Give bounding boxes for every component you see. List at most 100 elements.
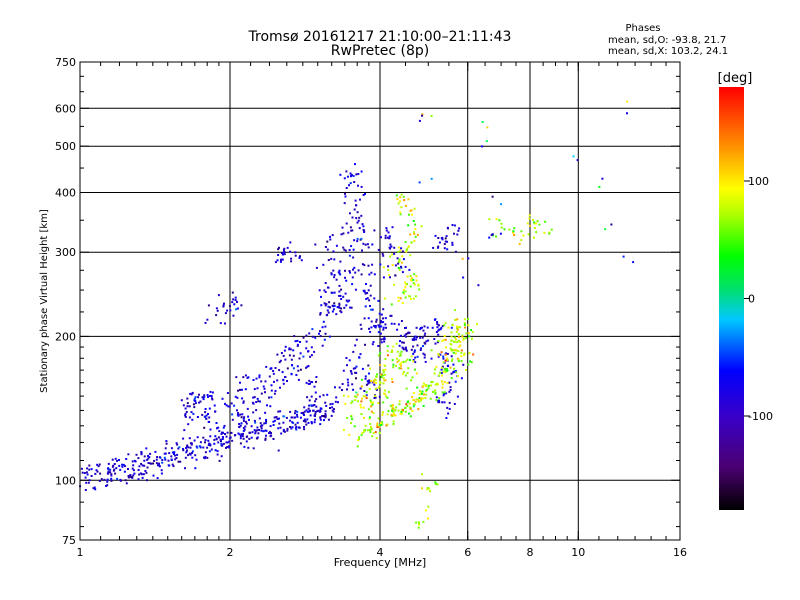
- data-point: [351, 276, 354, 279]
- data-point: [460, 349, 463, 352]
- data-point: [355, 338, 358, 341]
- data-point: [188, 416, 191, 419]
- data-point: [418, 523, 421, 526]
- data-point: [465, 332, 468, 335]
- data-point: [435, 399, 438, 402]
- data-point: [550, 228, 553, 231]
- data-point: [444, 322, 447, 325]
- data-point: [206, 456, 209, 459]
- data-point: [424, 360, 427, 363]
- data-point: [369, 305, 371, 307]
- data-point: [394, 408, 397, 411]
- data-point: [353, 425, 356, 428]
- data-point: [86, 473, 89, 476]
- data-point: [279, 410, 282, 413]
- data-point: [256, 387, 259, 390]
- data-point: [380, 313, 383, 316]
- data-point: [418, 393, 421, 396]
- data-point: [401, 341, 404, 344]
- data-point: [310, 404, 313, 407]
- data-point: [369, 294, 372, 297]
- data-point: [418, 397, 421, 399]
- data-point: [182, 437, 185, 440]
- data-point: [142, 473, 145, 476]
- data-point: [401, 250, 404, 253]
- data-point: [307, 383, 310, 385]
- data-point: [307, 421, 310, 424]
- data-point: [467, 257, 470, 260]
- data-point: [400, 350, 403, 353]
- data-point: [182, 404, 185, 407]
- data-point: [88, 479, 91, 482]
- data-point: [264, 380, 267, 383]
- data-point: [367, 364, 370, 367]
- data-point: [303, 414, 305, 416]
- data-point: [154, 450, 157, 453]
- data-point: [234, 395, 237, 398]
- data-point: [305, 381, 308, 384]
- data-point: [389, 276, 391, 279]
- data-point: [395, 357, 398, 360]
- data-point: [308, 399, 311, 402]
- data-point: [412, 352, 415, 355]
- data-point: [353, 395, 356, 398]
- data-point: [324, 401, 327, 404]
- data-point: [401, 301, 404, 304]
- data-point: [333, 302, 336, 305]
- data-point: [294, 254, 297, 257]
- data-point: [233, 303, 236, 306]
- data-point: [121, 465, 124, 468]
- data-point: [332, 410, 335, 413]
- data-point: [306, 410, 309, 413]
- data-point: [374, 325, 377, 328]
- data-point: [326, 240, 329, 243]
- data-point: [384, 237, 387, 240]
- data-point: [453, 336, 456, 339]
- data-point: [291, 421, 294, 424]
- data-point: [294, 340, 297, 343]
- data-point: [264, 422, 267, 425]
- data-point: [98, 480, 101, 482]
- data-point: [399, 211, 402, 214]
- data-point: [363, 416, 366, 419]
- data-point: [239, 413, 242, 416]
- data-point: [300, 412, 303, 414]
- data-point: [294, 251, 297, 254]
- data-point: [414, 400, 417, 403]
- data-point: [377, 331, 380, 334]
- data-point: [300, 259, 303, 262]
- data-point: [167, 459, 170, 462]
- data-point: [319, 423, 322, 426]
- data-point: [436, 383, 438, 386]
- data-point: [310, 381, 313, 383]
- data-point: [339, 294, 342, 297]
- data-point: [204, 441, 206, 444]
- data-point: [324, 291, 327, 293]
- data-point: [348, 254, 351, 257]
- data-point: [604, 228, 607, 231]
- data-point: [257, 400, 260, 403]
- data-point: [282, 249, 285, 251]
- data-point: [273, 419, 276, 422]
- data-point: [356, 221, 359, 224]
- chart-subtitle: RwPretec (8p): [331, 43, 429, 59]
- data-point: [363, 231, 366, 233]
- data-point: [350, 401, 353, 404]
- data-point: [450, 339, 453, 342]
- data-point: [355, 365, 358, 368]
- data-point: [108, 468, 111, 471]
- data-point: [338, 302, 341, 305]
- data-point: [457, 333, 460, 336]
- data-point: [110, 479, 113, 482]
- data-point: [313, 385, 316, 388]
- data-point: [378, 312, 381, 315]
- data-point: [252, 402, 255, 405]
- data-point: [186, 402, 189, 405]
- data-point: [188, 452, 191, 455]
- data-point: [235, 308, 237, 311]
- data-point: [360, 237, 363, 240]
- data-point: [127, 476, 130, 479]
- data-point: [457, 339, 460, 342]
- data-point: [113, 463, 116, 465]
- data-point: [384, 389, 386, 392]
